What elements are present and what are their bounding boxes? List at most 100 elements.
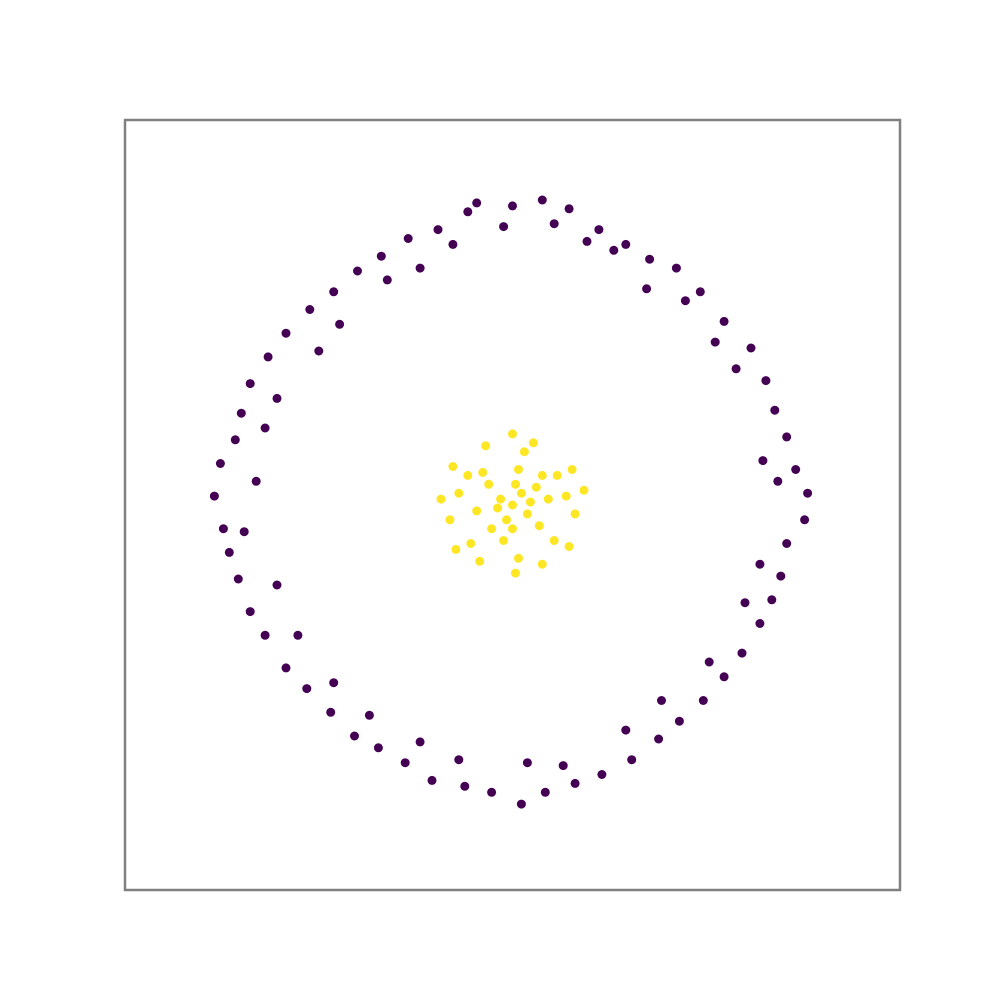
point-s1-15 [549, 536, 559, 545]
point-s0-31 [487, 787, 497, 797]
point-s0-16 [800, 515, 810, 525]
series-1 [436, 429, 589, 578]
point-s0-39 [281, 663, 291, 673]
point-s0-47 [230, 435, 240, 445]
point-s0-66 [704, 657, 714, 667]
point-s0-8 [695, 287, 705, 297]
point-s0-5 [621, 239, 631, 249]
point-s0-17 [782, 539, 792, 548]
point-s0-55 [376, 251, 386, 261]
point-s0-65 [755, 559, 765, 569]
point-s1-2 [496, 494, 506, 504]
point-s0-89 [314, 346, 324, 356]
point-s0-71 [272, 580, 282, 590]
point-s1-39 [537, 470, 547, 480]
point-s0-48 [236, 408, 246, 418]
point-s0-51 [281, 328, 291, 338]
point-s1-35 [525, 497, 535, 507]
point-s0-72 [251, 476, 261, 486]
point-s0-12 [770, 405, 780, 415]
point-s0-49 [245, 379, 255, 389]
point-s1-29 [564, 542, 574, 551]
point-s0-81 [740, 598, 750, 608]
point-s0-30 [516, 799, 526, 809]
point-s0-76 [448, 239, 458, 249]
point-s0-28 [570, 778, 580, 788]
point-s0-52 [305, 305, 315, 314]
point-s1-8 [487, 524, 497, 534]
point-s1-24 [481, 441, 491, 451]
point-s0-53 [329, 287, 339, 297]
point-s0-4 [594, 225, 604, 235]
point-s1-16 [466, 539, 476, 548]
point-s1-25 [537, 559, 547, 569]
point-s1-34 [511, 568, 520, 578]
point-s0-75 [415, 263, 425, 273]
point-s1-19 [519, 447, 529, 457]
point-s1-0 [508, 500, 517, 510]
point-s0-36 [350, 731, 359, 741]
point-s0-83 [558, 761, 568, 771]
point-s0-42 [233, 574, 243, 584]
point-s1-1 [516, 488, 526, 498]
point-s1-5 [531, 482, 541, 492]
point-s0-57 [433, 225, 443, 235]
point-s0-32 [460, 781, 470, 791]
point-s0-82 [657, 696, 666, 705]
point-s0-85 [364, 710, 374, 720]
point-s1-12 [499, 536, 509, 545]
series-0 [209, 195, 813, 809]
point-s1-18 [454, 488, 464, 498]
point-s0-11 [761, 376, 771, 386]
point-s1-10 [472, 506, 482, 516]
point-s0-78 [642, 284, 652, 294]
point-s0-84 [454, 755, 464, 765]
point-s0-14 [791, 465, 801, 474]
point-s1-40 [478, 467, 488, 477]
point-s0-67 [621, 725, 631, 735]
point-s0-43 [224, 547, 234, 557]
point-s1-38 [508, 524, 517, 534]
point-s0-54 [353, 266, 362, 276]
point-s0-87 [239, 527, 249, 537]
point-s0-50 [263, 352, 273, 362]
point-s0-19 [767, 595, 777, 605]
point-s0-38 [302, 684, 312, 694]
point-s1-13 [552, 470, 562, 480]
point-s0-10 [746, 343, 756, 353]
point-s0-3 [564, 204, 574, 214]
point-s0-27 [597, 770, 607, 779]
points-layer [209, 195, 813, 809]
point-s1-33 [508, 429, 517, 439]
point-s0-20 [755, 619, 765, 628]
point-s0-44 [218, 524, 228, 534]
point-s1-36 [493, 503, 503, 513]
plot-frame [123, 118, 902, 892]
point-s0-35 [373, 743, 383, 753]
point-s0-90 [382, 275, 392, 285]
point-s1-3 [522, 509, 532, 519]
point-s1-14 [463, 470, 473, 480]
point-s0-45 [209, 491, 219, 501]
point-s0-73 [272, 393, 282, 403]
point-s1-26 [475, 556, 485, 566]
point-s0-61 [609, 245, 619, 255]
point-s0-29 [540, 787, 550, 797]
point-s0-80 [773, 476, 783, 486]
point-s1-17 [561, 491, 571, 501]
point-s0-88 [260, 423, 270, 433]
point-s1-6 [484, 479, 494, 489]
point-s0-41 [245, 607, 255, 617]
point-s0-56 [403, 234, 413, 243]
point-s0-9 [719, 316, 729, 326]
point-s1-28 [448, 462, 458, 471]
point-s1-4 [502, 515, 511, 525]
point-s0-22 [719, 672, 729, 682]
point-s0-60 [549, 219, 559, 229]
point-s1-11 [514, 465, 523, 474]
point-s0-34 [400, 758, 410, 768]
point-s0-2 [537, 195, 547, 205]
point-s1-7 [534, 521, 544, 531]
point-s0-79 [710, 337, 720, 347]
